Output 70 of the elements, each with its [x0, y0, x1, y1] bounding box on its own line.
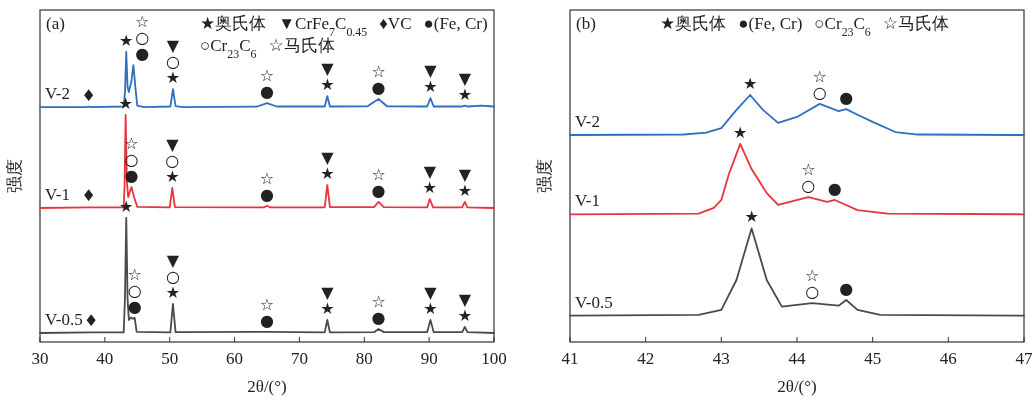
text: ●(Fe, Cr): [423, 14, 488, 33]
annotation: ☆○: [804, 265, 820, 301]
text: ♦VC: [379, 14, 412, 33]
annotation: ☆○●: [135, 11, 150, 63]
x-tick-label: 40: [96, 349, 114, 368]
annotation: ●: [839, 278, 854, 298]
x-tick-label: 90: [420, 349, 438, 368]
annotation: ●: [839, 87, 854, 107]
x-tick-label: 42: [637, 349, 655, 368]
y-axis-title: 强度: [5, 159, 24, 193]
annotation: ●: [827, 178, 842, 198]
x-tick-label: 70: [290, 349, 308, 368]
x-tick-label: 44: [788, 349, 806, 368]
text: ★奥氏体: [200, 14, 267, 33]
annotation: ▼★: [320, 58, 335, 94]
x-tick-label: 46: [939, 349, 957, 368]
annotation: ▼★: [423, 282, 438, 318]
series-label: V-1: [45, 185, 70, 205]
x-tick-label: 45: [864, 349, 882, 368]
series-label: V-1: [575, 191, 600, 211]
x-tick-label: 50: [161, 349, 179, 368]
x-tick-label: 60: [226, 349, 244, 368]
x-tick-label: 30: [31, 349, 49, 368]
series-label: V-0.5: [575, 292, 613, 312]
x-tick-label: 100: [481, 349, 507, 368]
annotation: ▼★: [422, 161, 437, 197]
annotation: ♦: [81, 85, 96, 105]
annotation: ▼○★: [165, 250, 181, 302]
x-tick-label: 43: [712, 349, 730, 368]
annotation: ★: [733, 122, 748, 142]
annotation: ○Cr$_{23}$C$_{6}$: [200, 36, 257, 61]
text: ○Cr$_{23}$C$_{6}$: [814, 14, 871, 39]
annotation: ▼★: [320, 147, 335, 183]
x-tick-label: 80: [355, 349, 373, 368]
series-label: V-0.5: [45, 310, 83, 330]
annotation: ▼★: [457, 164, 472, 200]
annotation: ★: [742, 73, 758, 93]
annotation: ☆○: [812, 66, 827, 102]
annotation: ★: [744, 206, 759, 226]
annotation: ♦: [84, 310, 99, 330]
x-axis-title: 2θ/(°): [247, 377, 287, 396]
text: ★奥氏体: [660, 14, 727, 33]
annotation: ☆○: [801, 159, 816, 195]
annotation: ★: [119, 196, 134, 216]
chart-title: (b): [576, 14, 596, 33]
annotation: ▼★: [320, 282, 335, 318]
annotation: ▼○★: [165, 35, 181, 87]
x-axis-title: 2θ/(°): [777, 377, 817, 396]
text: ☆马氏体: [882, 14, 950, 33]
chart-title: (a): [46, 14, 65, 33]
annotation: ☆●: [259, 65, 275, 101]
annotation: ♦: [81, 185, 96, 205]
text: ●(Fe, Cr): [738, 14, 803, 33]
annotation: ▼○★: [165, 134, 180, 186]
annotation: ☆马氏体: [268, 36, 335, 55]
annotation: ★: [119, 30, 134, 50]
series-label: V-2: [45, 84, 70, 104]
annotation: ☆●: [371, 291, 386, 327]
x-tick-label: 47: [1015, 349, 1033, 368]
x-tick-label: 41: [561, 349, 579, 368]
y-axis-title: 强度: [535, 159, 554, 193]
annotation: ★: [118, 93, 133, 113]
annotation: ▼★: [457, 68, 472, 104]
annotation: ☆●: [259, 168, 275, 204]
series-label: V-2: [575, 112, 600, 132]
annotation: ☆●: [259, 294, 275, 330]
annotation: ☆●: [371, 61, 386, 97]
annotation: ▼★: [457, 289, 472, 325]
annotation: ▼★: [423, 60, 438, 96]
annotation: ☆●: [371, 164, 386, 200]
